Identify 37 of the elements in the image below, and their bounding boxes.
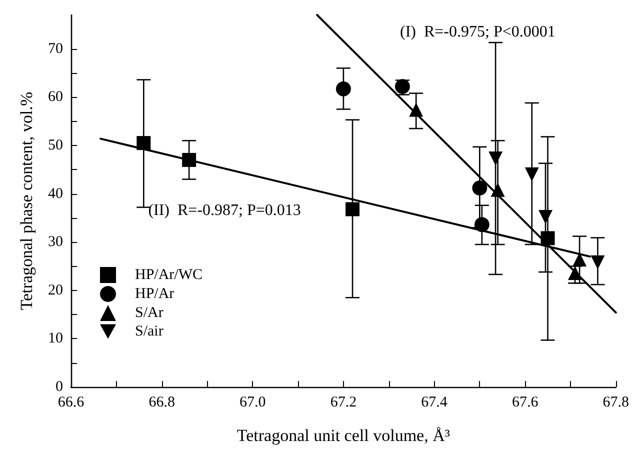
point <box>472 180 488 196</box>
y-tick-label: 0 <box>56 379 63 395</box>
point <box>524 167 539 182</box>
point <box>182 152 196 167</box>
point <box>474 217 490 232</box>
point <box>488 151 503 166</box>
legend-label: HP/Ar <box>135 286 174 302</box>
point <box>409 102 424 117</box>
point <box>346 202 360 216</box>
x-tick-label: 67.0 <box>240 394 266 410</box>
y-tick-label: 30 <box>48 234 63 250</box>
y-tick-label: 60 <box>48 89 63 106</box>
x-axis-title: Tetragonal unit cell volume, Å³ <box>236 426 450 445</box>
y-tick-label: 50 <box>48 137 63 154</box>
legend-label: S/Ar <box>135 305 164 321</box>
x-tick-label: 67.2 <box>330 394 357 410</box>
y-tick-label: 10 <box>48 330 63 347</box>
x-tick-label: 67.4 <box>421 394 448 410</box>
y-tick-label: 70 <box>48 40 63 57</box>
point <box>590 255 605 270</box>
y-axis-title: Tetragonal phase content, vol.% <box>17 92 36 310</box>
point <box>490 182 505 197</box>
point <box>568 266 582 280</box>
point <box>540 231 555 246</box>
x-tick-label: 66.6 <box>58 394 85 410</box>
y-tick-label: 20 <box>48 282 63 298</box>
x-tick-label: 67.6 <box>512 394 539 410</box>
y-tick-label: 40 <box>48 186 63 202</box>
legend-label: S/air <box>135 324 164 340</box>
legend-label: HP/Ar/WC <box>135 267 202 283</box>
x-tick-label: 67.8 <box>602 394 629 410</box>
point <box>538 210 552 224</box>
annotation: (II) R=-0.987; P=0.013 <box>148 202 301 220</box>
point <box>136 136 151 150</box>
point <box>336 81 351 96</box>
annotation: (I) R=-0.975; P<0.0001 <box>400 24 556 40</box>
x-tick-label: 66.8 <box>148 394 175 410</box>
